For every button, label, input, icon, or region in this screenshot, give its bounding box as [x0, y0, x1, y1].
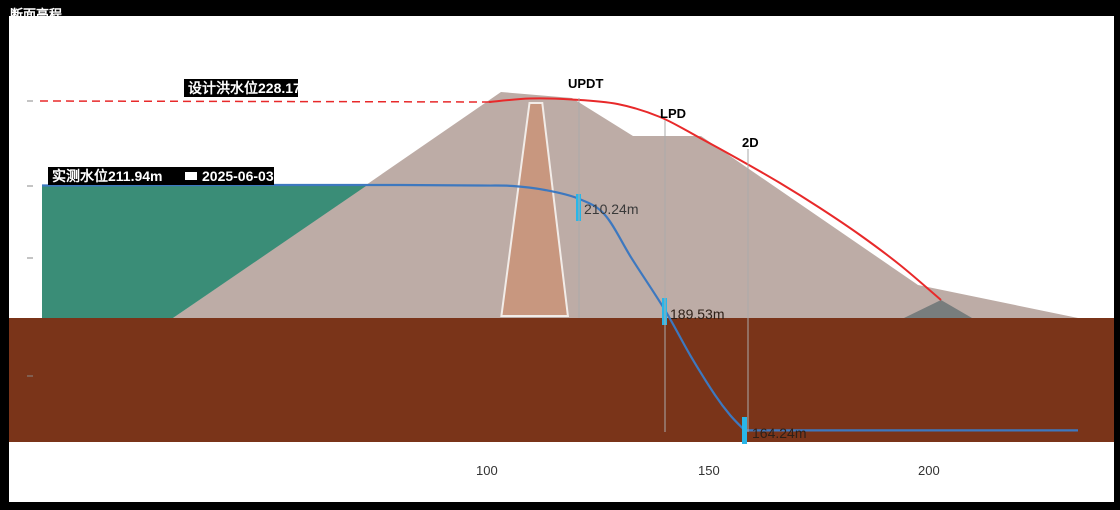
svg-text:实测水位211.94m: 实测水位211.94m	[52, 168, 163, 184]
svg-text:164.24m: 164.24m	[752, 425, 806, 441]
svg-text:LPD: LPD	[660, 106, 686, 121]
svg-text:210.24m: 210.24m	[584, 201, 638, 217]
svg-text:UPDT: UPDT	[568, 76, 603, 91]
svg-text:189.53m: 189.53m	[670, 306, 724, 322]
svg-text:150: 150	[698, 463, 720, 478]
svg-text:100: 100	[476, 463, 498, 478]
svg-text:2025-06-03: 2025-06-03	[202, 168, 274, 184]
svg-text:2D: 2D	[742, 135, 759, 150]
svg-text:设计洪水位228.17: 设计洪水位228.17	[188, 80, 301, 96]
svg-text:200: 200	[918, 463, 940, 478]
